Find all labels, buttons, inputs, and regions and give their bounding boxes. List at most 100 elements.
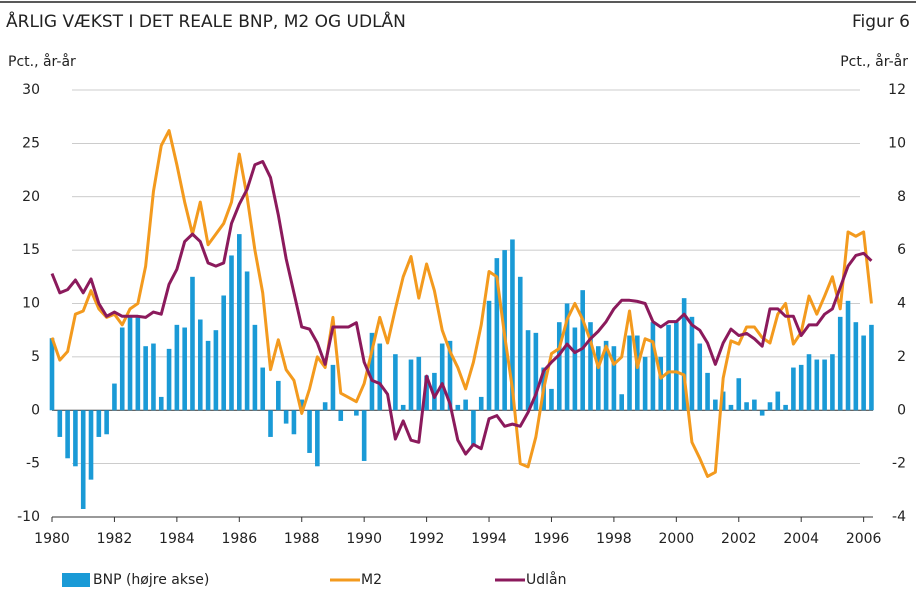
bar: [580, 290, 585, 411]
bar: [549, 388, 554, 411]
x-tick-label: 1986: [221, 531, 257, 547]
bar: [845, 300, 851, 411]
bar: [595, 346, 601, 411]
y2-tick-label: 2: [897, 349, 906, 365]
bar: [80, 410, 86, 509]
bar: [174, 324, 180, 411]
y2-tick-label: 6: [897, 242, 906, 258]
bar: [416, 356, 422, 411]
y2-tick-label: -4: [892, 509, 906, 525]
bar: [791, 367, 796, 411]
x-tick-label: 1994: [471, 531, 507, 547]
bar: [767, 402, 773, 411]
bar: [510, 239, 515, 411]
bar: [315, 410, 320, 467]
legend-label: M2: [361, 572, 382, 588]
bar: [666, 324, 671, 411]
bar: [752, 399, 757, 411]
bar: [627, 335, 632, 411]
bar: [354, 410, 359, 416]
bar: [697, 343, 703, 411]
bar: [338, 410, 344, 421]
x-tick-label: 1980: [34, 531, 70, 547]
bar: [424, 375, 429, 411]
bar: [237, 234, 242, 411]
bar: [88, 410, 94, 480]
bar: [455, 404, 461, 411]
y-tick-label: 30: [22, 82, 40, 98]
bar: [681, 298, 687, 411]
x-tick-label: 1984: [159, 531, 195, 547]
bar: [783, 404, 788, 411]
bar: [291, 410, 297, 435]
bar: [744, 402, 749, 411]
bar: [463, 399, 468, 411]
bar: [190, 276, 195, 411]
bar: [533, 332, 539, 411]
bar: [65, 410, 70, 459]
bar: [330, 364, 336, 411]
y-tick-label: 25: [22, 135, 40, 151]
bar: [814, 359, 820, 411]
bar: [307, 410, 312, 453]
bar: [197, 319, 203, 411]
y-tick-label: 20: [22, 189, 40, 205]
y-tick-label: 0: [31, 402, 40, 418]
bar: [205, 340, 211, 411]
bar: [119, 327, 125, 411]
bar: [229, 255, 234, 411]
bar: [642, 356, 648, 411]
bar: [603, 340, 609, 411]
bar: [658, 356, 664, 411]
line: [50, 129, 873, 478]
legend-label: BNP (højre akse): [93, 572, 209, 588]
x-tick-label: 1982: [97, 531, 133, 547]
bar: [299, 399, 305, 411]
y2-axis-label: Pct., år-år: [840, 53, 908, 70]
bar: [822, 359, 827, 411]
bar: [135, 316, 141, 411]
y2-tick-label: 12: [888, 82, 906, 98]
bar: [49, 338, 55, 411]
bar: [572, 327, 578, 411]
bar: [377, 343, 383, 411]
legend-label: Udlån: [526, 571, 566, 588]
bar: [57, 410, 63, 437]
bar: [830, 354, 835, 411]
bar: [260, 367, 266, 411]
bar: [112, 383, 117, 411]
bar: [439, 343, 445, 411]
bar: [158, 396, 164, 411]
bar: [556, 322, 562, 411]
bar: [713, 399, 718, 411]
y2-tick-label: 10: [888, 135, 906, 151]
bar: [635, 335, 640, 411]
bar: [244, 271, 250, 411]
y2-tick-label: 0: [897, 402, 906, 418]
bar: [588, 322, 593, 411]
y-tick-label: 10: [22, 296, 40, 312]
chart-title: ÅRLIG VÆKST I DET REALE BNP, M2 OG UDLÅN: [6, 10, 406, 32]
bar: [619, 394, 625, 411]
y2-tick-label: 8: [897, 189, 906, 205]
bar: [775, 391, 781, 411]
bar: [869, 324, 874, 411]
bar: [361, 410, 367, 461]
x-tick-label: 1988: [284, 531, 320, 547]
bar: [127, 316, 133, 411]
bar: [806, 354, 812, 411]
bar: [143, 346, 148, 411]
x-tick-label: 2006: [846, 531, 882, 547]
bar: [689, 316, 695, 411]
bar: [369, 332, 375, 411]
bar: [471, 410, 476, 445]
y2-tick-label: 4: [897, 296, 906, 312]
bar: [213, 330, 219, 411]
x-tick-label: 2004: [783, 531, 819, 547]
bar: [736, 378, 742, 411]
bar: [151, 343, 156, 411]
bar: [798, 364, 804, 411]
bar: [720, 391, 726, 411]
figure-label: Figur 6: [852, 12, 910, 32]
